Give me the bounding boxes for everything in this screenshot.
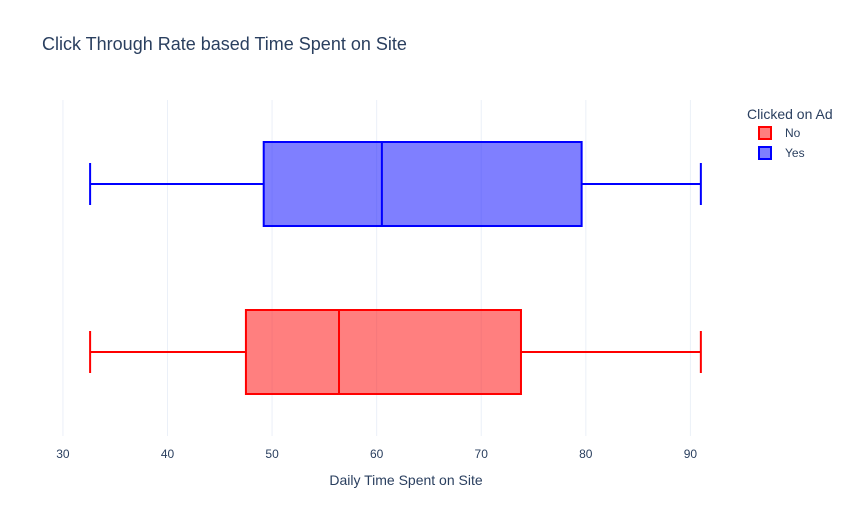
legend-label: Yes (785, 146, 805, 160)
x-tick-label: 90 (684, 447, 698, 461)
box-iqr (262, 141, 583, 227)
legend-swatch (758, 146, 772, 160)
x-axis-ticks: 30 40 50 60 70 80 90 (56, 447, 697, 461)
legend-label: No (785, 126, 801, 140)
legend-item-yes[interactable]: Yes (758, 146, 805, 160)
x-tick-label: 40 (161, 447, 175, 461)
box-no (89, 309, 702, 395)
box-yes (89, 141, 702, 227)
legend-item-no[interactable]: No (758, 126, 801, 140)
legend-title: Clicked on Ad (747, 106, 833, 122)
legend[interactable]: No Yes (758, 126, 805, 160)
box-iqr (244, 309, 522, 395)
x-tick-label: 70 (475, 447, 489, 461)
legend-swatch (758, 126, 772, 140)
x-tick-label: 30 (56, 447, 70, 461)
x-tick-label: 80 (579, 447, 593, 461)
x-tick-label: 50 (265, 447, 279, 461)
boxes (89, 141, 702, 395)
chart-title: Click Through Rate based Time Spent on S… (42, 34, 407, 54)
x-tick-label: 60 (370, 447, 384, 461)
x-axis-title: Daily Time Spent on Site (329, 472, 483, 488)
